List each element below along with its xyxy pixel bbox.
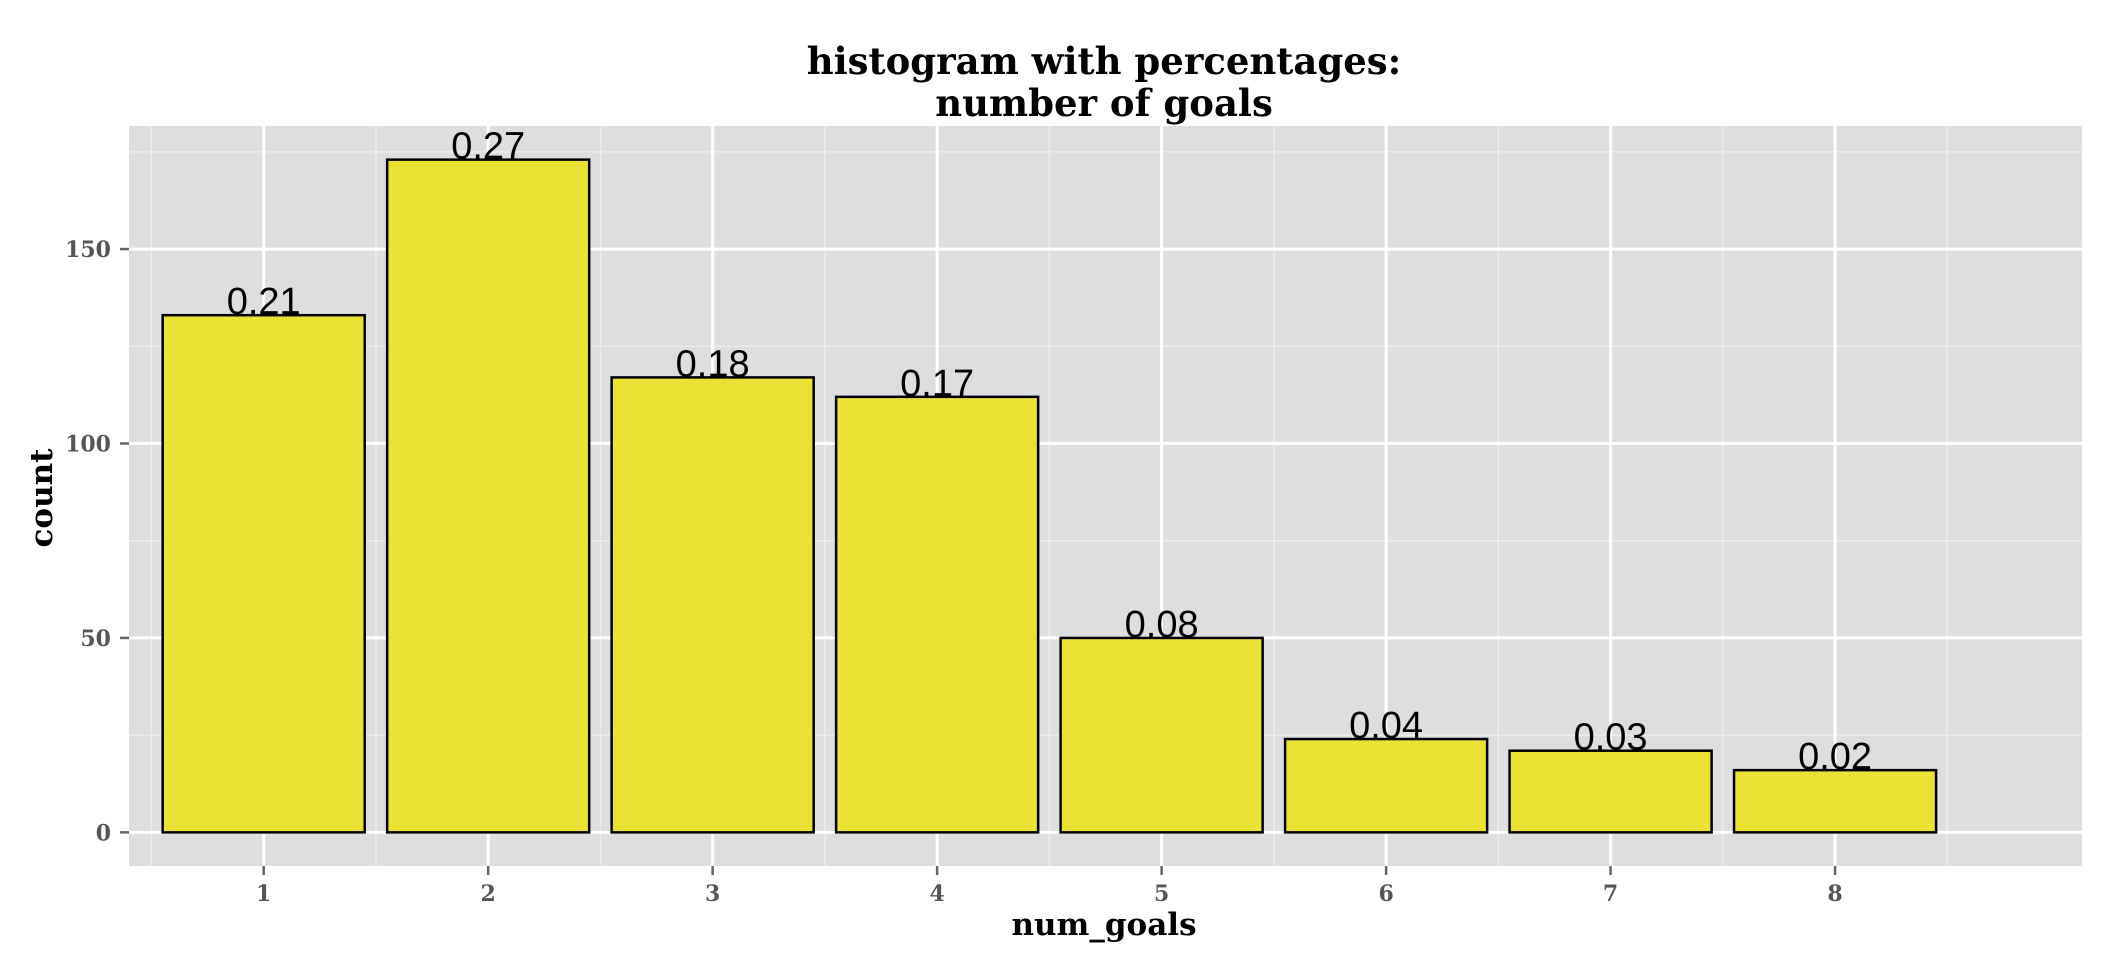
chart-title-line-1: histogram with percentages: xyxy=(807,39,1402,83)
bar-label-5: 0.08 xyxy=(1125,604,1199,646)
bar-label-4: 0.17 xyxy=(900,363,974,405)
bar-6 xyxy=(1283,737,1489,834)
bar-label-7: 0.03 xyxy=(1574,717,1648,759)
x-tick-label: 1 xyxy=(256,881,271,907)
x-tick-label: 6 xyxy=(1378,881,1393,907)
x-tick-label: 5 xyxy=(1154,881,1169,907)
bar-7 xyxy=(1508,749,1713,834)
bar-label-6: 0.04 xyxy=(1349,705,1423,747)
bar-label-3: 0.18 xyxy=(676,343,750,385)
x-tick-label: 4 xyxy=(929,881,944,907)
chart-title-line-2: number of goals xyxy=(935,81,1273,125)
bar-label-2: 0.27 xyxy=(451,126,525,168)
bar-4 xyxy=(834,395,1040,834)
y-tick-label: 0 xyxy=(96,820,111,846)
axes: 0 50 100 150 1 2 3 4 5 6 7 8 xyxy=(65,237,1843,907)
bar-2 xyxy=(385,158,591,834)
bar-5 xyxy=(1059,636,1264,834)
y-tick-label: 50 xyxy=(80,626,111,652)
x-axis-title: num_goals xyxy=(1011,907,1196,943)
y-tick-label: 100 xyxy=(65,432,111,458)
y-tick-label: 150 xyxy=(65,237,111,263)
x-tick-label: 2 xyxy=(481,881,496,907)
bar-label-1: 0.21 xyxy=(227,281,301,323)
x-tick-label: 3 xyxy=(705,881,720,907)
x-tick-label: 8 xyxy=(1827,881,1842,907)
bar-8 xyxy=(1732,768,1938,834)
x-tick-label: 7 xyxy=(1603,881,1618,907)
bar-3 xyxy=(610,376,815,834)
bar-label-8: 0.02 xyxy=(1798,736,1872,778)
bars xyxy=(161,158,1938,834)
y-axis-title: count xyxy=(24,448,60,548)
bar-labels: 0.21 0.27 0.18 0.17 0.08 0.04 0.03 0.02 xyxy=(227,126,1872,779)
bar-1 xyxy=(161,313,366,834)
